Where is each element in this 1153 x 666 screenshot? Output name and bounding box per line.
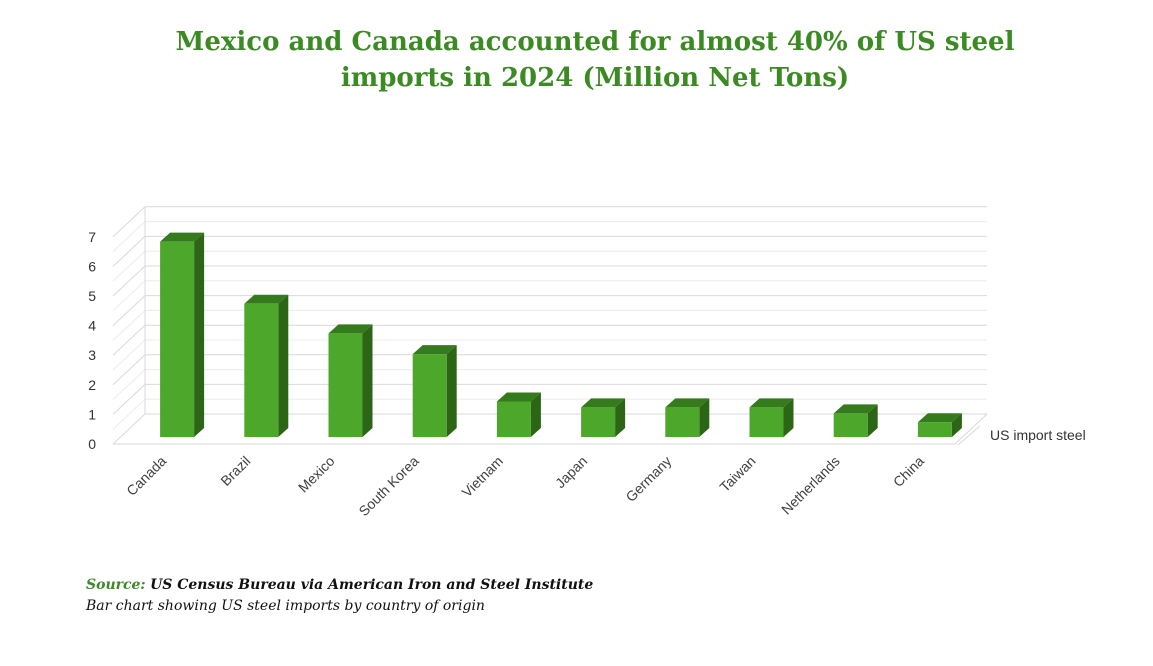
bar-top: [665, 398, 710, 408]
bar-top: [581, 398, 626, 408]
bar-side: [615, 398, 626, 437]
bar-top: [328, 324, 373, 334]
chart-title-line-2: imports in 2024 (Million Net Tons): [340, 63, 850, 93]
x-tick-label: China: [890, 453, 927, 490]
bar-side: [194, 232, 205, 437]
bars: [160, 232, 962, 437]
source-label: Source:: [86, 577, 146, 593]
y-tick-label: 4: [88, 318, 96, 334]
x-tick-label: Netherlands: [778, 453, 843, 518]
x-tick-label: Canada: [123, 453, 169, 499]
y-tick-label: 5: [88, 288, 96, 304]
y-tick-label: 1: [88, 406, 96, 422]
chart-title-line-1: Mexico and Canada accounted for almost 4…: [175, 27, 1015, 57]
x-axis-labels: Canada Brazil Mexico South Korea Vietnam Japa…: [123, 453, 927, 520]
x-tick-label: South Korea: [355, 453, 422, 520]
bar-top: [749, 398, 794, 408]
bar-top: [833, 404, 878, 414]
gridline-side: [112, 324, 146, 356]
gridline-side: [112, 339, 146, 371]
gridline-side: [112, 310, 146, 341]
gridline-side: [112, 369, 146, 400]
series-label: US import steel: [990, 427, 1086, 443]
x-tick-label: Taiwan: [716, 453, 758, 495]
y-tick-label: 0: [88, 436, 96, 452]
bar: [749, 407, 784, 437]
source-note: Source: US Census Bureau via American Ir…: [86, 575, 593, 617]
x-tick-label: Germany: [622, 453, 674, 505]
series-label-leader: [957, 425, 981, 446]
gridline-side: [112, 221, 146, 252]
bar: [833, 413, 868, 437]
y-tick-label: 2: [88, 377, 96, 393]
gridline-side: [112, 250, 146, 282]
bar-side: [699, 398, 710, 437]
bar-side: [530, 392, 541, 437]
gridline-side: [112, 206, 146, 238]
x-tick-label: Japan: [552, 453, 590, 491]
bar: [328, 333, 363, 437]
floor-right-edge: [954, 413, 988, 445]
y-tick-label: 6: [88, 258, 96, 274]
bar-top: [160, 232, 205, 242]
source-text: US Census Bureau via American Iron and S…: [150, 577, 594, 593]
bar-top: [496, 392, 541, 402]
y-tick-label: 3: [88, 347, 96, 363]
x-tick-label: Mexico: [295, 453, 338, 496]
gridline-side: [112, 384, 146, 415]
chart-caption: Bar chart showing US steel imports by co…: [86, 598, 485, 614]
y-tick-label: 7: [88, 229, 96, 245]
bar: [581, 407, 616, 437]
bar-top: [244, 294, 289, 304]
y-axis-ticks: 0 1 2 3 4 5 6 7: [88, 229, 96, 452]
bar-side: [278, 294, 289, 437]
bar: [244, 303, 279, 437]
bar: [160, 241, 195, 437]
bar: [665, 407, 700, 437]
bar-top: [917, 413, 962, 423]
gridline-side: [112, 280, 146, 312]
bar-side: [446, 345, 457, 437]
bar: [412, 354, 447, 437]
x-tick-label: Brazil: [217, 453, 253, 489]
bar-side: [362, 324, 373, 437]
gridline-side: [112, 295, 146, 326]
gridline-side: [112, 354, 146, 386]
chart-title: Mexico and Canada accounted for almost 4…: [0, 24, 1153, 96]
bar: [496, 401, 531, 437]
bar-top: [412, 345, 457, 355]
gridline-side: [112, 236, 146, 267]
bar-side: [783, 398, 794, 437]
bar-side: [867, 404, 878, 437]
gridline-side: [112, 398, 146, 430]
x-tick-label: Vietnam: [459, 453, 506, 500]
bar-side: [951, 413, 962, 437]
gridline-side: [112, 413, 146, 445]
bar: [917, 422, 952, 437]
gridline-side: [112, 265, 146, 297]
